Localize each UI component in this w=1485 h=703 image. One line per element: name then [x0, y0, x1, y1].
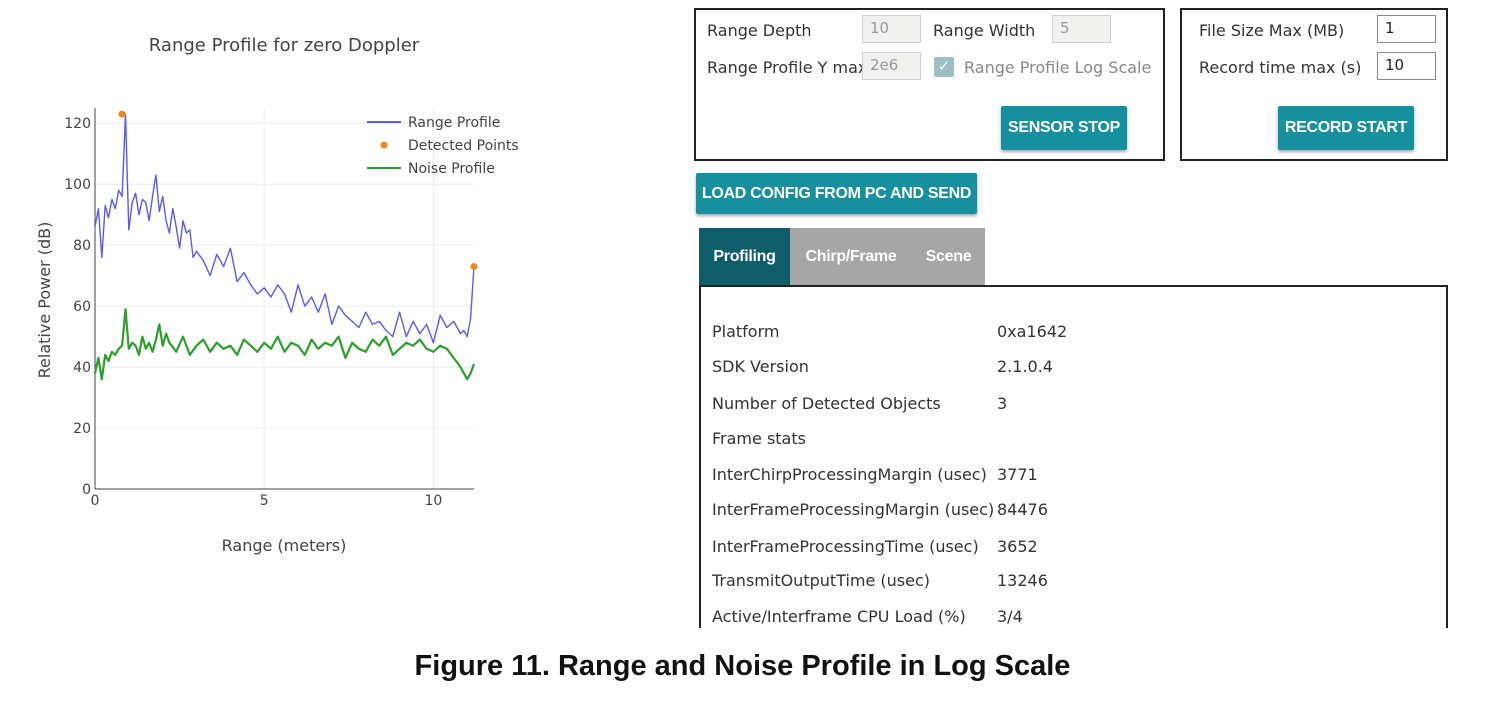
record-start-button[interactable]: RECORD START: [1278, 106, 1414, 150]
stat-label-interframe-margin: InterFrameProcessingMargin (usec): [712, 500, 995, 519]
stat-value-sdk-version: 2.1.0.4: [997, 357, 1053, 376]
load-config-button[interactable]: LOAD CONFIG FROM PC AND SEND: [696, 173, 977, 214]
y-tick-label: 120: [64, 116, 91, 132]
y-tick-label: 20: [73, 421, 91, 437]
stat-value-interframe-margin: 84476: [997, 500, 1048, 519]
stat-value-platform: 0xa1642: [997, 322, 1068, 341]
legend-marker: [380, 141, 388, 149]
legend-label: Detected Points: [408, 138, 519, 154]
log-scale-checkbox[interactable]: ✓: [934, 57, 954, 77]
range-width-input[interactable]: 5: [1052, 15, 1111, 43]
range-profile-chart: 0 20 40 60 80 100 120 0 5 10 Range Profile Detecte…: [0, 0, 560, 600]
y-max-label: Range Profile Y max: [707, 58, 868, 77]
range-profile-chart-svg: 0 20 40 60 80 100 120 0 5 10 Range Profile Detecte…: [35, 35, 519, 555]
x-tick-label: 0: [91, 493, 100, 509]
legend-label: Range Profile: [408, 115, 500, 131]
stat-value-interframe-time: 3652: [997, 537, 1038, 556]
stat-label-frame-stats: Frame stats: [712, 429, 806, 448]
stat-label-transmit-time: TransmitOutputTime (usec): [712, 571, 931, 590]
stat-label-sdk-version: SDK Version: [712, 357, 809, 376]
detected-point: [118, 110, 126, 118]
record-time-input[interactable]: 10: [1377, 52, 1436, 80]
y-axis-label: Relative Power (dB): [35, 222, 54, 379]
y-tick-label: 40: [73, 360, 91, 376]
record-time-label: Record time max (s): [1199, 58, 1362, 77]
stat-label-interframe-time: InterFrameProcessingTime (usec): [712, 537, 979, 556]
stat-value-transmit-time: 13246: [997, 571, 1048, 590]
tab-profiling[interactable]: Profiling: [699, 228, 790, 285]
checkmark-icon: ✓: [937, 58, 951, 75]
range-width-label: Range Width: [933, 21, 1036, 40]
stat-label-platform: Platform: [712, 322, 780, 341]
tab-chirp-frame[interactable]: Chirp/Frame: [805, 248, 897, 265]
legend-label: Noise Profile: [408, 161, 495, 177]
range-depth-input[interactable]: 10: [862, 15, 921, 43]
tab-scene[interactable]: Scene: [925, 248, 972, 265]
stat-label-interchirp-margin: InterChirpProcessingMargin (usec): [712, 465, 987, 484]
x-axis-label: Range (meters): [222, 536, 347, 555]
x-tick-label: 10: [424, 493, 442, 509]
profiling-stats-panel: [699, 285, 1448, 628]
log-scale-label: Range Profile Log Scale: [964, 58, 1152, 77]
stat-label-cpu-load: Active/Interframe CPU Load (%): [712, 607, 966, 626]
y-tick-label: 0: [82, 482, 91, 498]
stat-value-cpu-load: 3/4: [997, 607, 1023, 626]
file-size-label: File Size Max (MB): [1199, 21, 1345, 40]
figure-caption: Figure 11. Range and Noise Profile in Lo…: [414, 650, 1071, 682]
y-max-input[interactable]: 2e6: [862, 52, 921, 80]
range-depth-label: Range Depth: [707, 21, 812, 40]
x-tick-label: 5: [260, 493, 269, 509]
sensor-stop-button[interactable]: SENSOR STOP: [1001, 106, 1127, 150]
noise-profile-line: [93, 308, 476, 381]
y-tick-label: 60: [73, 299, 91, 315]
tab-bar: [790, 228, 985, 285]
y-tick-label: 100: [64, 177, 91, 193]
file-size-input[interactable]: 1: [1377, 15, 1436, 43]
stat-value-interchirp-margin: 3771: [997, 465, 1038, 484]
stat-value-detected-objects: 3: [997, 394, 1008, 413]
range-profile-line: [94, 113, 475, 344]
y-tick-label: 80: [73, 238, 91, 254]
stat-label-detected-objects: Number of Detected Objects: [712, 394, 941, 413]
detected-point: [470, 262, 478, 270]
chart-title: Range Profile for zero Doppler: [149, 35, 420, 56]
